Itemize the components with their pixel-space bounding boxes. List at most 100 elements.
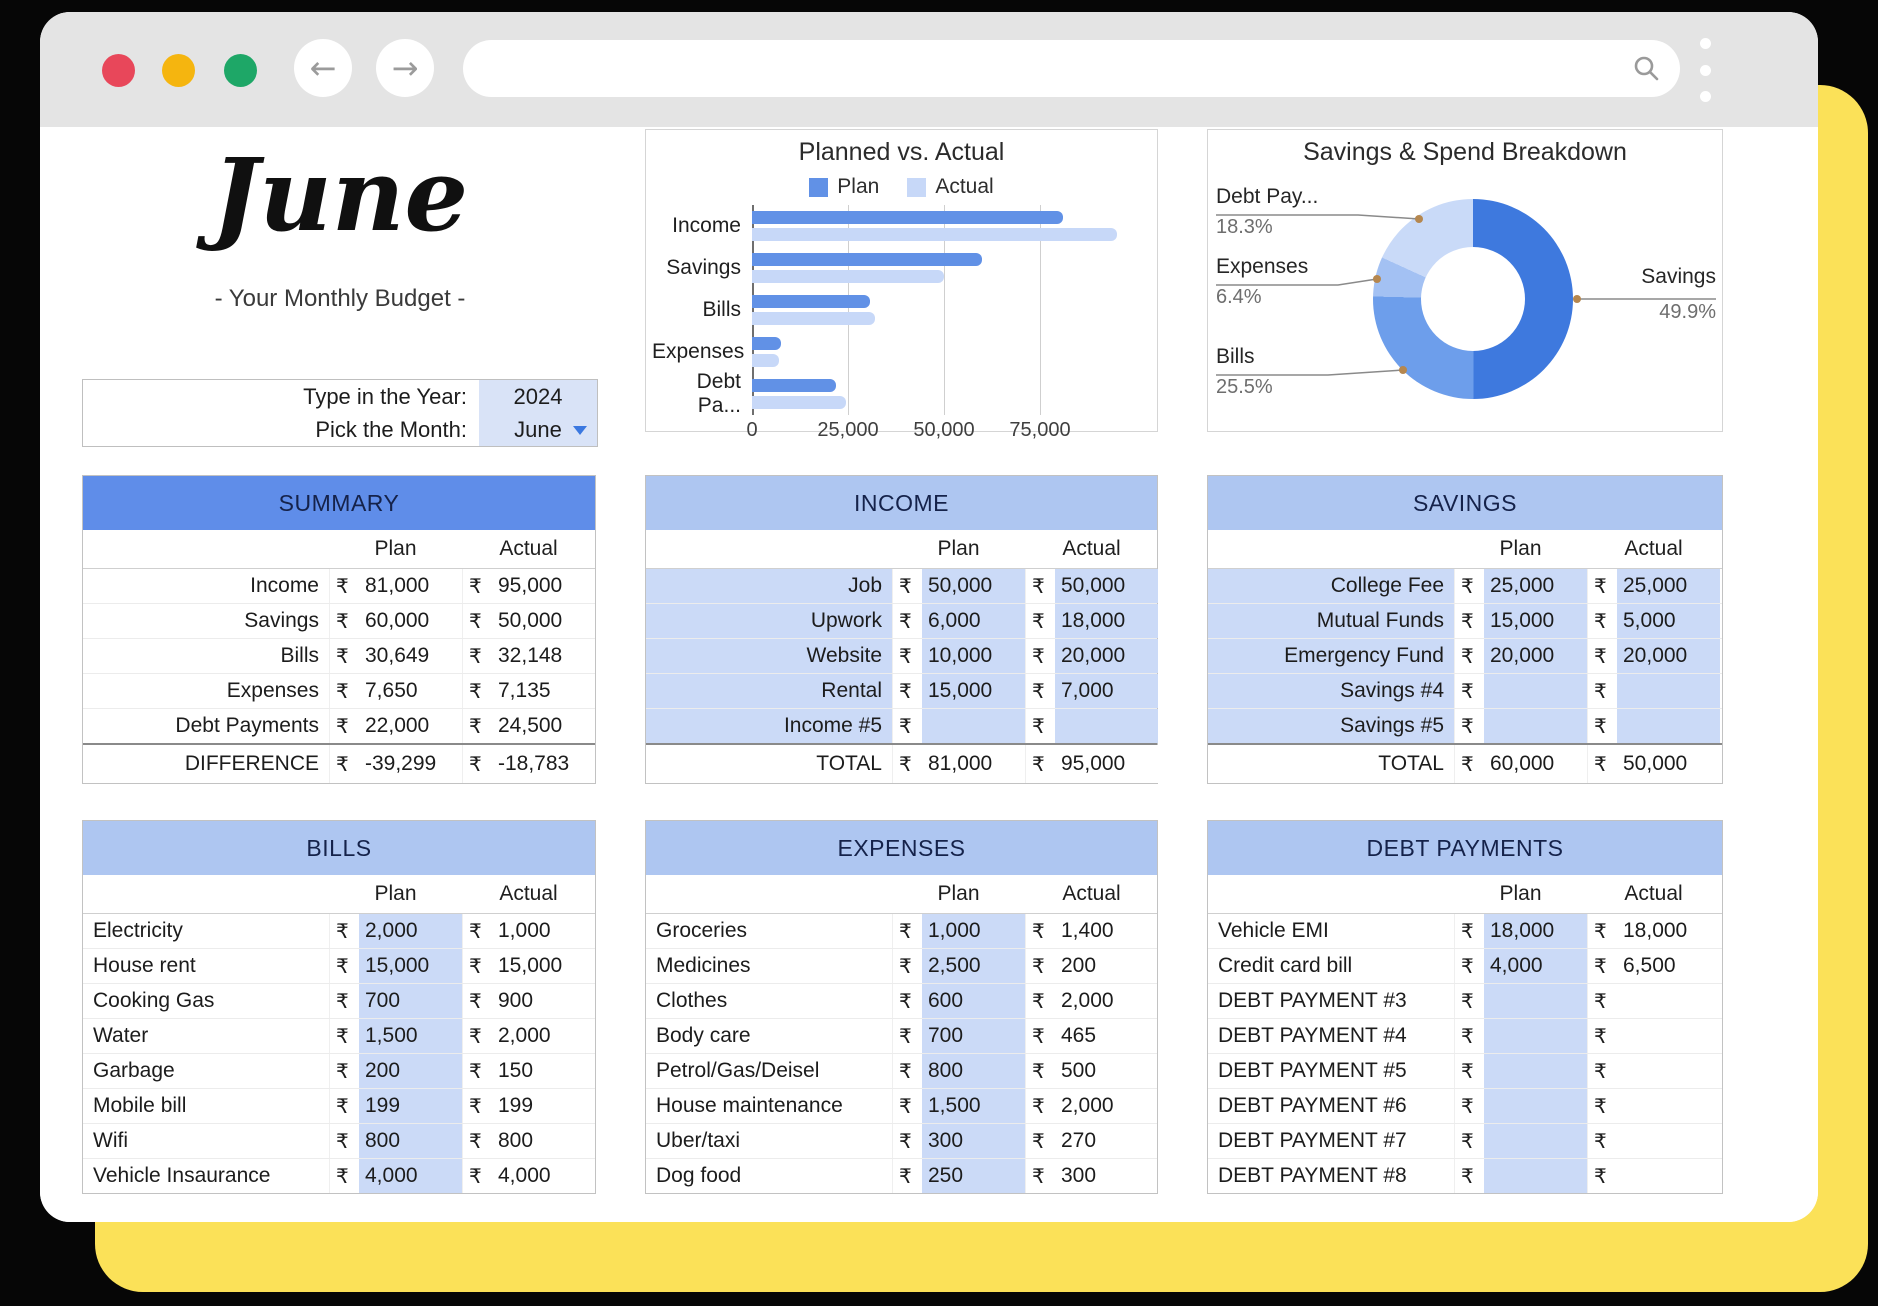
actual-value-cell[interactable]: 2,000 — [498, 1024, 551, 1047]
plan-value-cell[interactable]: 200 — [359, 1054, 462, 1088]
plan-value-cell[interactable]: 4,000 — [1484, 949, 1587, 983]
actual-value-cell[interactable] — [1617, 1089, 1720, 1123]
window-maximize-button[interactable] — [224, 54, 257, 87]
plan-value-cell[interactable]: 30,649 — [365, 644, 430, 667]
forward-button[interactable]: → — [376, 39, 434, 97]
actual-value-cell[interactable]: 95,000 — [498, 574, 563, 597]
plan-value-cell[interactable]: 1,500 — [359, 1019, 462, 1053]
row-label-cell[interactable]: Income #5 — [646, 709, 892, 743]
row-label-cell[interactable]: Electricity — [93, 919, 183, 942]
row-label-cell[interactable]: DEBT PAYMENT #6 — [1218, 1094, 1407, 1117]
window-minimize-button[interactable] — [162, 54, 195, 87]
actual-value-cell[interactable]: 900 — [498, 989, 534, 1012]
row-label-cell[interactable]: Savings #4 — [1208, 674, 1454, 708]
row-label-cell[interactable]: Mobile bill — [93, 1094, 187, 1117]
actual-value-cell[interactable] — [1617, 1124, 1720, 1158]
plan-value-cell[interactable]: 4,000 — [359, 1159, 462, 1193]
plan-value-cell[interactable]: 700 — [359, 984, 462, 1018]
row-label-cell[interactable]: TOTAL — [646, 745, 892, 783]
row-label-cell[interactable]: Wifi — [93, 1129, 128, 1152]
chevron-down-icon[interactable] — [573, 426, 587, 435]
plan-value-cell[interactable] — [1484, 709, 1587, 743]
plan-value-cell[interactable]: 25,000 — [1484, 569, 1587, 603]
actual-value-cell[interactable]: 199 — [498, 1094, 534, 1117]
row-label-cell[interactable]: DIFFERENCE — [83, 745, 329, 783]
row-label-cell[interactable]: TOTAL — [1208, 745, 1454, 783]
window-close-button[interactable] — [102, 54, 135, 87]
actual-value-cell[interactable]: 150 — [498, 1059, 534, 1082]
actual-value-cell[interactable]: 50,000 — [498, 609, 563, 632]
plan-value-cell[interactable]: 1,000 — [922, 914, 1025, 948]
actual-value-cell[interactable] — [1617, 674, 1720, 708]
row-label-cell[interactable]: Vehicle Insaurance — [93, 1164, 271, 1187]
actual-value-cell[interactable]: 4,000 — [498, 1164, 551, 1187]
actual-value-cell[interactable] — [1617, 709, 1720, 743]
plan-value-cell[interactable]: 6,000 — [922, 604, 1025, 638]
actual-value-cell[interactable]: 270 — [1061, 1129, 1097, 1152]
actual-value-cell[interactable]: 50,000 — [1055, 569, 1158, 603]
actual-value-cell[interactable]: 1,000 — [498, 919, 551, 942]
row-label-cell[interactable]: Bills — [280, 644, 319, 667]
plan-value-cell[interactable]: 199 — [359, 1089, 462, 1123]
row-label-cell[interactable]: Garbage — [93, 1059, 175, 1082]
plan-value-cell[interactable] — [922, 709, 1025, 743]
url-search-bar[interactable] — [463, 40, 1680, 97]
plan-value-cell[interactable]: 300 — [922, 1124, 1025, 1158]
actual-value-cell[interactable] — [1617, 1054, 1720, 1088]
row-label-cell[interactable]: Savings #5 — [1208, 709, 1454, 743]
actual-value-cell[interactable]: 32,148 — [498, 644, 563, 667]
row-label-cell[interactable]: College Fee — [1208, 569, 1454, 603]
year-value-cell[interactable]: 2024 — [479, 380, 597, 413]
row-label-cell[interactable]: Petrol/Gas/Deisel — [656, 1059, 820, 1082]
plan-value-cell[interactable]: 15,000 — [1484, 604, 1587, 638]
row-label-cell[interactable]: Groceries — [656, 919, 748, 942]
plan-value-cell[interactable]: 15,000 — [359, 949, 462, 983]
actual-value-cell[interactable]: 2,000 — [1061, 1094, 1114, 1117]
row-label-cell[interactable]: DEBT PAYMENT #7 — [1218, 1129, 1407, 1152]
actual-value-cell[interactable] — [1617, 984, 1720, 1018]
plan-value-cell[interactable]: 10,000 — [922, 639, 1025, 673]
row-label-cell[interactable]: House rent — [93, 954, 196, 977]
row-label-cell[interactable]: Debt Payments — [175, 714, 319, 737]
plan-value-cell[interactable]: -39,299 — [359, 745, 462, 783]
row-label-cell[interactable]: Dog food — [656, 1164, 742, 1187]
row-label-cell[interactable]: Rental — [646, 674, 892, 708]
actual-value-cell[interactable]: 20,000 — [1055, 639, 1158, 673]
actual-value-cell[interactable] — [1617, 1019, 1720, 1053]
plan-value-cell[interactable]: 600 — [922, 984, 1025, 1018]
plan-value-cell[interactable]: 7,650 — [365, 679, 418, 702]
actual-value-cell[interactable]: 7,000 — [1055, 674, 1158, 708]
actual-value-cell[interactable]: 7,135 — [498, 679, 551, 702]
plan-value-cell[interactable]: 22,000 — [365, 714, 430, 737]
actual-value-cell[interactable]: 24,500 — [498, 714, 563, 737]
actual-value-cell[interactable]: 800 — [498, 1129, 534, 1152]
row-label-cell[interactable]: Medicines — [656, 954, 751, 977]
actual-value-cell[interactable]: 50,000 — [1617, 745, 1720, 783]
row-label-cell[interactable]: Upwork — [646, 604, 892, 638]
actual-value-cell[interactable] — [1055, 709, 1158, 743]
actual-value-cell[interactable]: 95,000 — [1055, 745, 1158, 783]
search-icon[interactable] — [1632, 54, 1660, 82]
row-label-cell[interactable]: Expenses — [226, 679, 319, 702]
actual-value-cell[interactable]: 465 — [1061, 1024, 1097, 1047]
month-dropdown[interactable]: June — [479, 413, 597, 446]
actual-value-cell[interactable]: 500 — [1061, 1059, 1097, 1082]
row-label-cell[interactable]: Savings — [244, 609, 319, 632]
actual-value-cell[interactable]: 20,000 — [1617, 639, 1720, 673]
plan-value-cell[interactable] — [1484, 1054, 1587, 1088]
row-label-cell[interactable]: Body care — [656, 1024, 751, 1047]
plan-value-cell[interactable] — [1484, 1019, 1587, 1053]
row-label-cell[interactable]: Uber/taxi — [656, 1129, 741, 1152]
back-button[interactable]: ← — [294, 39, 352, 97]
plan-value-cell[interactable]: 800 — [359, 1124, 462, 1158]
plan-value-cell[interactable]: 800 — [922, 1054, 1025, 1088]
row-label-cell[interactable]: Mutual Funds — [1208, 604, 1454, 638]
plan-value-cell[interactable]: 2,500 — [922, 949, 1025, 983]
row-label-cell[interactable]: House maintenance — [656, 1094, 843, 1117]
row-label-cell[interactable]: Emergency Fund — [1208, 639, 1454, 673]
actual-value-cell[interactable]: 1,400 — [1061, 919, 1114, 942]
actual-value-cell[interactable]: 5,000 — [1617, 604, 1720, 638]
plan-value-cell[interactable]: 700 — [922, 1019, 1025, 1053]
row-label-cell[interactable]: DEBT PAYMENT #8 — [1218, 1164, 1407, 1187]
actual-value-cell[interactable]: 18,000 — [1055, 604, 1158, 638]
